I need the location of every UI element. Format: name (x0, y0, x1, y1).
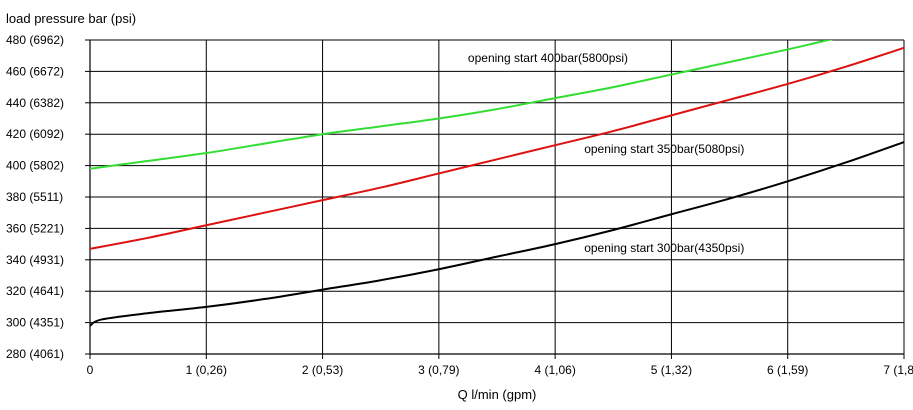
y-tick-label: 480 (6962) (6, 33, 64, 47)
series-line-1 (90, 46, 904, 250)
series-line-0 (90, 40, 834, 170)
x-tick-label: 2 (0,53) (302, 363, 343, 377)
y-tick-label: 460 (6672) (6, 64, 64, 78)
y-tick-label: 420 (6092) (6, 127, 64, 141)
series-annotation-1: opening start 350bar(5080psi) (584, 142, 744, 156)
x-tick-label: 3 (0,79) (418, 363, 459, 377)
x-tick-label: 1 (0,26) (186, 363, 227, 377)
y-tick-label: 280 (4061) (6, 347, 64, 361)
y-tick-label: 440 (6382) (6, 96, 64, 110)
x-tick-label: 4 (1,06) (534, 363, 575, 377)
series-lines (90, 40, 904, 327)
y-tick-label: 300 (4351) (6, 316, 64, 330)
series-annotation-0: opening start 400bar(5800psi) (468, 51, 628, 65)
y-tick-label: 320 (4641) (6, 284, 64, 298)
x-tick-label: 6 (1,59) (767, 363, 808, 377)
x-tick-label: 0 (87, 363, 94, 377)
annotations: opening start 400bar(5800psi) opening sta… (468, 51, 744, 255)
grid (85, 39, 905, 359)
x-axis-title: Q l/min (gpm) (458, 387, 537, 402)
y-tick-label: 360 (5221) (6, 221, 64, 235)
y-tick-label: 380 (5511) (6, 190, 63, 204)
x-tick-label: 5 (1,32) (651, 363, 692, 377)
tick-labels: 280 (4061) 300 (4351) 320 (4641) 340 (4931)… (6, 33, 913, 377)
series-annotation-2: opening start 300bar(4350psi) (584, 241, 744, 255)
series-line-2 (90, 141, 904, 327)
y-tick-label: 400 (5802) (6, 159, 64, 173)
y-axis-title: load pressure bar (psi) (6, 11, 136, 26)
y-tick-label: 340 (4931) (6, 253, 64, 267)
x-tick-label: 7 (1,85) (883, 363, 913, 377)
